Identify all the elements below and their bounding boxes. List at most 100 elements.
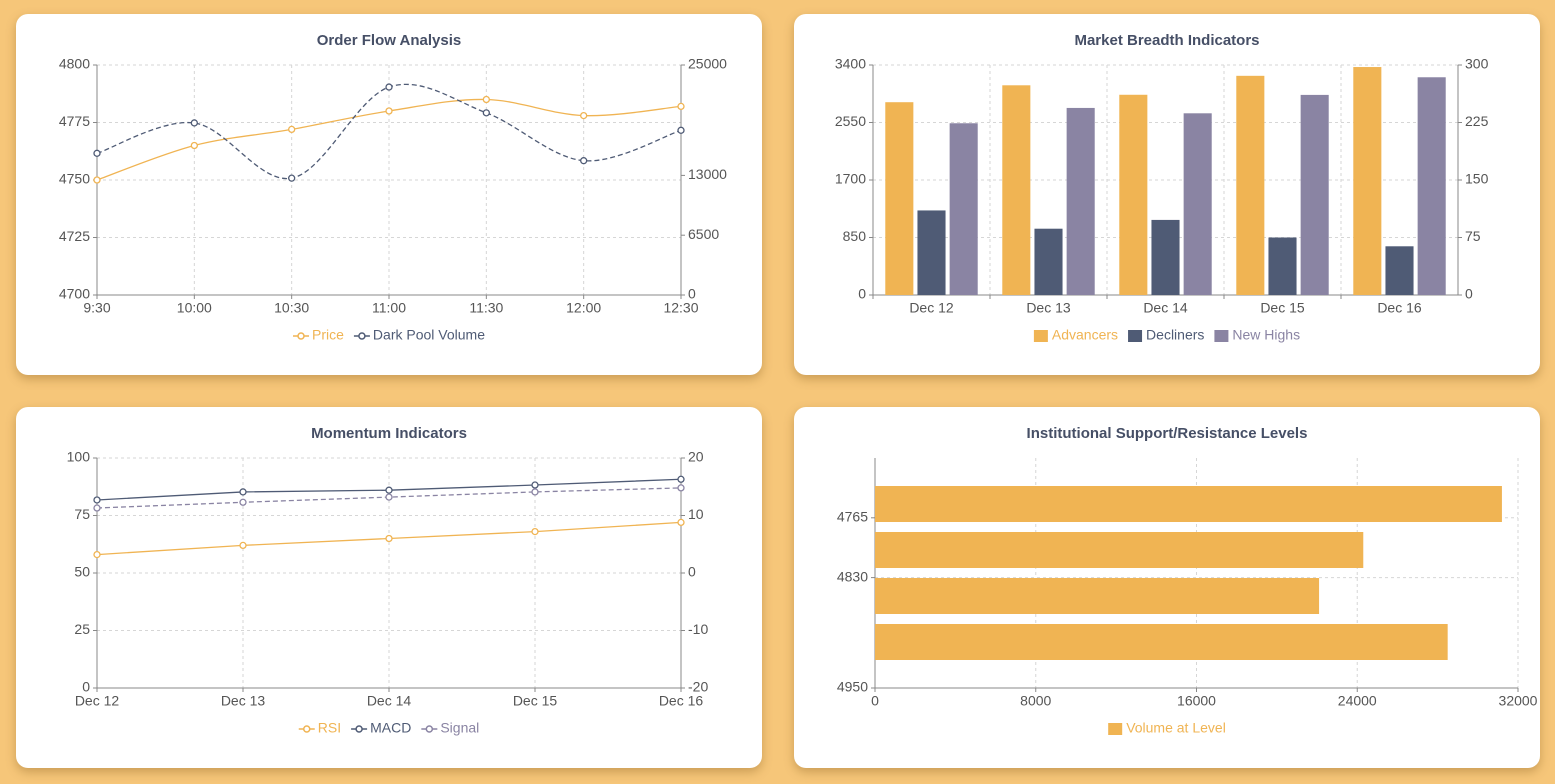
y2-tick-label: -10	[688, 621, 708, 637]
x-tick-label: 11:30	[469, 300, 503, 316]
x-tick-label: 24000	[1338, 693, 1377, 709]
point	[580, 157, 588, 165]
legend: Volume at Level	[1108, 720, 1226, 736]
legend-marker	[1108, 723, 1123, 735]
bar	[1151, 219, 1180, 295]
y-tick-label: 1700	[835, 171, 866, 187]
y-tick-label: 3400	[835, 56, 866, 72]
y2-tick-label: -20	[688, 679, 708, 695]
x-tick-label: Dec 12	[75, 693, 120, 709]
legend-marker	[303, 725, 311, 733]
legend-label: MACD	[370, 720, 411, 736]
legend: RSI MACD Signal	[298, 720, 479, 736]
x-tick-label: Dec 14	[367, 693, 412, 709]
legend-label: Volume at Level	[1126, 720, 1226, 736]
point	[677, 484, 685, 492]
bar	[875, 532, 1364, 568]
bar	[875, 578, 1320, 614]
y-tick-label: 4800	[59, 56, 90, 72]
point	[190, 119, 198, 127]
legend-label: Advancers	[1052, 327, 1118, 343]
point	[239, 498, 247, 506]
card: Order Flow Analysis 4700 4725 4750 4775 4800…	[16, 14, 762, 375]
y-tick-label: 4775	[59, 113, 90, 129]
x-tick-label: 0	[871, 693, 879, 709]
bar	[1119, 94, 1148, 295]
point	[385, 83, 393, 91]
y-tick-label: 4725	[59, 228, 90, 244]
y-tick-label: 2550	[835, 113, 866, 129]
legend-marker	[358, 332, 366, 340]
legend: Advancers Decliners New Highs	[1033, 327, 1300, 343]
legend-label: RSI	[318, 720, 341, 736]
x-tick-label: 11:00	[372, 300, 406, 316]
chart-title: Order Flow Analysis	[317, 32, 462, 49]
point	[239, 488, 247, 496]
point	[580, 111, 588, 120]
point	[677, 518, 685, 527]
bar	[1268, 237, 1297, 295]
legend-marker	[1128, 330, 1143, 342]
x-tick-label: 10:30	[274, 300, 309, 316]
series-line	[96, 83, 682, 180]
point	[93, 149, 101, 157]
x-tick-label: Dec 13	[221, 693, 266, 709]
bar	[1183, 113, 1212, 295]
y-tick-label: 850	[843, 228, 867, 244]
y2-tick-label: 20	[688, 449, 704, 465]
y-tick-label: 4765	[837, 509, 868, 525]
y2-tick-label: 6500	[688, 226, 719, 242]
point	[190, 141, 198, 150]
y2-tick-label: 300	[1465, 56, 1489, 72]
card: Market Breadth Indicators 0 850 1700 2550 34…	[794, 14, 1540, 375]
legend-marker	[1214, 330, 1229, 342]
legend: Price Dark Pool Volume	[293, 327, 485, 343]
bar	[1300, 94, 1329, 296]
point	[677, 475, 685, 483]
y2-tick-label: 0	[688, 286, 696, 302]
x-tick-label: 32000	[1499, 693, 1538, 709]
point	[385, 486, 393, 494]
legend-marker	[355, 725, 363, 733]
card: Institutional Support/Resistance Levels …	[794, 407, 1540, 768]
bar	[875, 486, 1502, 522]
y-tick-label: 75	[74, 506, 90, 522]
x-tick-label: 16000	[1177, 693, 1216, 709]
y-tick-label: 4750	[59, 171, 90, 187]
y-tick-label: 25	[74, 621, 90, 637]
bar	[1385, 246, 1414, 295]
point	[288, 174, 296, 182]
bar	[1353, 67, 1382, 295]
point	[482, 95, 490, 104]
y-tick-label: 0	[82, 679, 90, 695]
legend-marker	[425, 725, 434, 733]
x-tick-label: Dec 12	[909, 300, 954, 316]
chart: Momentum Indicators 0 25 50 75 100 -20 -10 0 10 2…	[67, 425, 709, 736]
x-tick-label: 10:00	[177, 300, 212, 316]
point	[531, 481, 539, 489]
bar	[1417, 77, 1446, 295]
legend-label: New Highs	[1232, 327, 1300, 343]
y2-tick-label: 75	[1465, 228, 1481, 244]
y-tick-label: 4700	[59, 286, 90, 302]
chart: Order Flow Analysis 4700 4725 4750 4775 4800…	[59, 32, 727, 343]
point	[385, 107, 393, 115]
x-tick-label: Dec 16	[1377, 300, 1422, 316]
y2-tick-label: 0	[688, 564, 696, 580]
point	[239, 541, 247, 550]
chart-title: Momentum Indicators	[311, 425, 467, 442]
legend-label: Price	[312, 327, 344, 343]
point	[385, 534, 393, 543]
legend-marker	[1033, 330, 1048, 342]
bar	[885, 102, 914, 296]
legend-label: Decliners	[1146, 327, 1204, 343]
point	[531, 527, 539, 536]
x-tick-label: 9:30	[83, 300, 110, 316]
point	[93, 550, 101, 559]
chart: Institutional Support/Resistance Levels …	[837, 425, 1538, 736]
y2-tick-label: 13000	[688, 166, 727, 182]
y-tick-label: 4950	[837, 679, 868, 695]
chart: Market Breadth Indicators 0 850 1700 2550 34…	[835, 32, 1489, 343]
point	[677, 126, 685, 134]
